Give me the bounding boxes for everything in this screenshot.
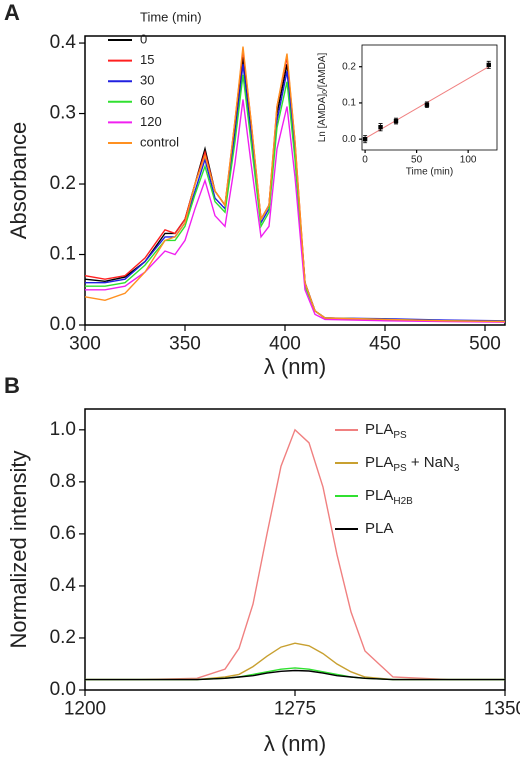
plot-frame	[361, 44, 498, 151]
legend-label: 30	[140, 73, 154, 88]
y-tick-label: 0.2	[50, 627, 76, 648]
y-axis-title: Absorbance	[6, 122, 31, 239]
y-tick-label: 0.4	[50, 32, 77, 53]
legend-label: PLAH2B	[365, 487, 413, 507]
legend-label: control	[140, 134, 179, 149]
plot-frame	[84, 408, 506, 691]
x-tick-label: 50	[411, 155, 423, 166]
x-tick-label: 450	[369, 333, 401, 354]
legend-label: PLAPS + NaN3	[365, 454, 460, 474]
legend-label-part: H2B	[393, 496, 413, 507]
x-tick-label: 300	[69, 333, 101, 354]
y-axis-title: Normalized intensity	[6, 450, 31, 648]
legend-label-part: PLA	[365, 421, 393, 438]
y-tick-label: 0.0	[50, 314, 76, 335]
spectrum-line	[85, 667, 505, 681]
legend-label-part: + NaN	[407, 454, 454, 471]
legend-label-part: PLA	[365, 487, 393, 504]
legend-label: 15	[140, 52, 154, 67]
spectrum-line	[85, 669, 505, 681]
y-tick-label: 1.0	[50, 419, 76, 440]
plot-frame	[84, 35, 506, 326]
y-axis-title: Ln [AMDA]0/[AMDA]	[317, 53, 330, 143]
y-tick-label: 0.0	[50, 679, 76, 700]
legend-label-part: PLA	[365, 454, 393, 471]
y-tick-label: 0.6	[50, 523, 76, 544]
x-axis-title: λ (nm)	[264, 354, 326, 379]
data-point	[362, 136, 368, 142]
x-tick-label: 1200	[64, 698, 106, 719]
y-tick-label: 0.4	[50, 575, 77, 596]
y-tick-label: 0.8	[50, 471, 76, 492]
data-point	[378, 124, 383, 130]
legend-label-part: PS	[393, 430, 407, 441]
data-point	[486, 62, 491, 68]
spectrum-line	[85, 99, 506, 323]
y-axis-title-part: 0	[322, 90, 329, 94]
legend-label: 60	[140, 93, 154, 108]
legend-label-part: PS	[393, 463, 407, 474]
y-tick-label: 0.2	[50, 173, 76, 194]
legend-label: 0	[140, 31, 147, 46]
y-tick-label: 0.1	[342, 98, 356, 109]
panel-label: A	[4, 0, 20, 25]
x-tick-label: 0	[362, 155, 368, 166]
legend-label-part: 3	[454, 463, 460, 474]
x-tick-label: 100	[460, 155, 477, 166]
y-tick-label: 0.2	[342, 61, 356, 72]
x-tick-label: 500	[469, 333, 501, 354]
x-tick-label: 400	[269, 333, 301, 354]
spectrum-line	[85, 642, 505, 681]
y-axis-title-part: /[AMDA]	[317, 53, 328, 90]
y-axis-title-part: Ln [AMDA]	[317, 94, 328, 143]
legend-label-part: PLA	[365, 520, 393, 537]
y-tick-label: 0.3	[50, 103, 76, 124]
panel-label: B	[4, 373, 20, 398]
legend-title: Time (min)	[140, 9, 202, 24]
legend-label: PLAPS	[365, 421, 407, 441]
x-axis-title: λ (nm)	[264, 731, 326, 756]
spectrum-line	[84, 50, 506, 323]
data-point	[424, 102, 430, 107]
y-tick-label: 0.1	[50, 244, 76, 265]
spectrum-line	[85, 428, 505, 681]
x-axis-title: Time (min)	[406, 167, 453, 178]
spectrum-line	[85, 74, 506, 323]
spectrum-line	[84, 46, 506, 323]
data-point	[393, 118, 399, 124]
y-tick-label: 0.0	[342, 134, 356, 145]
legend-label: 120	[140, 114, 162, 129]
legend-label: PLA	[365, 520, 393, 537]
x-tick-label: 1275	[274, 698, 316, 719]
x-tick-label: 350	[169, 333, 201, 354]
